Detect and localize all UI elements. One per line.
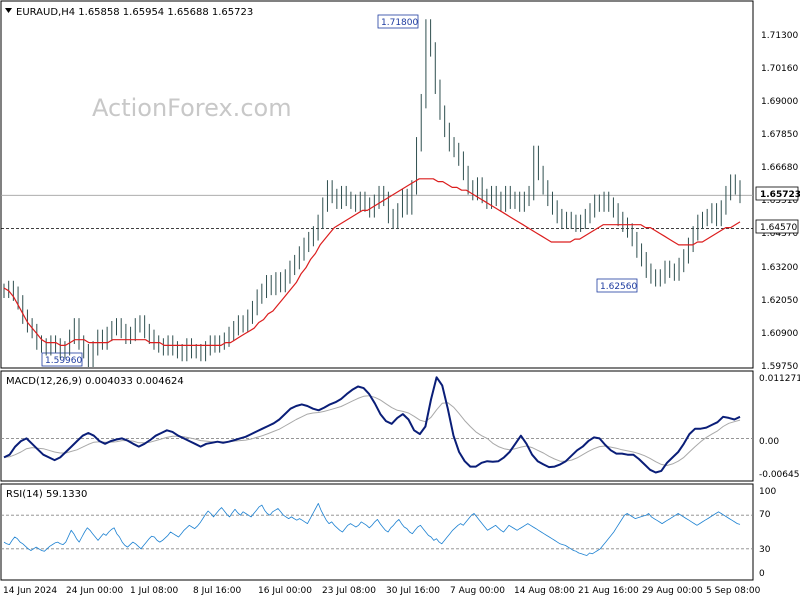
x-tick: 21 Aug 16:00 (578, 586, 639, 596)
price-tick: 1.71300 (761, 31, 798, 41)
price-tick: 1.64370 (761, 229, 798, 239)
rsi-tick: 0 (759, 569, 765, 579)
x-tick: 23 Jul 08:00 (322, 586, 376, 596)
high-annotation-box (377, 14, 419, 29)
macd-panel (0, 370, 754, 482)
rsi-tick: 30 (759, 545, 771, 555)
price-tick: 1.62050 (761, 296, 798, 306)
price-panel (0, 0, 754, 369)
macd-tick: 0.011271 (759, 374, 800, 384)
rsi-line (3, 503, 741, 556)
collapse-triangle-icon[interactable] (5, 8, 12, 13)
x-tick: 30 Jul 16:00 (386, 586, 440, 596)
macd-tick: -0.006453 (759, 470, 800, 480)
x-tick: 8 Jul 16:00 (193, 586, 242, 596)
price-tick: 1.70160 (761, 64, 798, 74)
price-tick: 1.66680 (761, 163, 798, 173)
x-tick: 7 Aug 00:00 (450, 586, 505, 596)
low-annotation-box (41, 352, 83, 367)
x-tick: 24 Jun 00:00 (66, 586, 123, 596)
moving-average-line (3, 178, 741, 346)
high-annotation: 1.71800 (381, 18, 418, 28)
rsi-tick: 70 (759, 510, 771, 520)
x-tick: 14 Jun 2024 (3, 586, 57, 596)
watermark: ActionForex.com (92, 94, 292, 122)
price-tick: 1.67850 (761, 130, 798, 140)
x-tick: 1 Jul 08:00 (130, 586, 179, 596)
current-price-badge (755, 186, 799, 201)
macd-tick: 0.00 (759, 437, 779, 447)
swing-low-annotation-box (596, 278, 638, 293)
price-tick: 1.59750 (761, 362, 798, 372)
price-tick: 1.69000 (761, 97, 798, 107)
hline-price-badge (755, 219, 799, 234)
low-annotation: 1.59960 (45, 356, 82, 366)
macd-line (3, 376, 741, 474)
x-tick: 5 Sep 08:00 (706, 586, 761, 596)
x-tick: 29 Aug 00:00 (642, 586, 703, 596)
current-price-label: 1.65723 (760, 190, 800, 200)
symbol-header: EURAUD,H4 1.65858 1.65954 1.65688 1.6572… (16, 7, 253, 18)
rsi-tick: 100 (759, 487, 776, 497)
x-tick: 16 Jul 00:00 (258, 586, 312, 596)
swing-low-annotation: 1.62560 (600, 282, 637, 292)
price-tick: 1.65510 (761, 196, 798, 206)
chart-marks (1, 19, 753, 556)
x-axis: 14 Jun 2024 24 Jun 00:00 1 Jul 08:00 8 J… (3, 586, 761, 596)
hline-price-label: 1.64570 (760, 223, 797, 233)
rsi-label: RSI(14) 59.1330 (6, 489, 87, 500)
price-tick: 1.63200 (761, 263, 798, 273)
rsi-panel (0, 483, 754, 581)
price-tick: 1.60900 (761, 329, 798, 339)
macd-label: MACD(12,26,9) 0.004033 0.004624 (6, 376, 184, 387)
x-tick: 14 Aug 08:00 (514, 586, 575, 596)
price-yaxis: 1.71300 1.70160 1.69000 1.67850 1.66680 … (761, 31, 798, 372)
